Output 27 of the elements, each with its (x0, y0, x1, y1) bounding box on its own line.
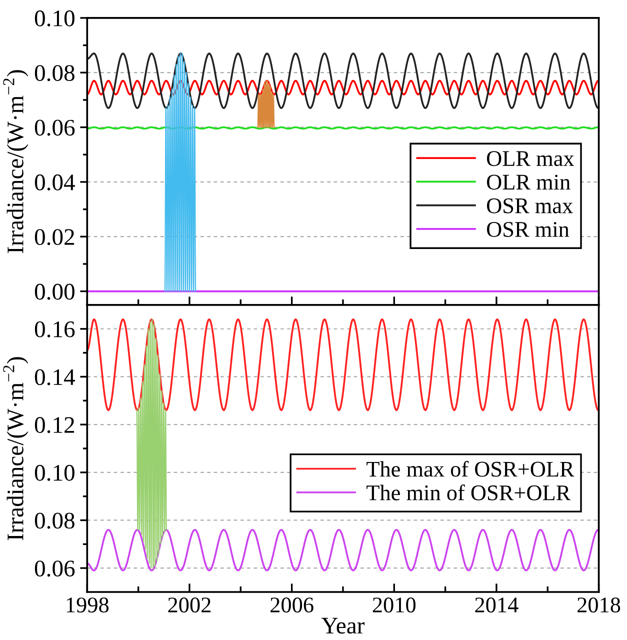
x-tick-label: 2002 (168, 598, 210, 612)
x-axis-title: Year (321, 618, 365, 634)
y-tick-label: 0.02 (34, 229, 74, 246)
y-axis-title: Irradiance/(W·m$^{−2}$) (3, 357, 28, 540)
x-tick-label: 2010 (372, 598, 416, 612)
x-tick-label: 2014 (475, 598, 518, 612)
y-tick-label: 0.12 (34, 417, 74, 434)
y-tick-label: 0.00 (34, 284, 74, 300)
y-tick-label: 0.06 (34, 120, 75, 136)
y-tick-label: 0.04 (34, 174, 75, 190)
x-tick-label: 2018 (578, 598, 620, 612)
y-tick-label: 0.16 (34, 321, 75, 338)
legend-label: OLR max (486, 151, 574, 166)
legend-label: OLR min (486, 174, 570, 190)
y-tick-label: 0.08 (34, 65, 74, 82)
legend-label: OSR max (486, 198, 573, 214)
legend-label: OSR min (486, 222, 570, 237)
y-axis-title: Irradiance/(W·m$^{−2}$) (3, 70, 28, 254)
y-tick-label: 0.08 (34, 512, 74, 529)
legend-label: The max of OSR+OLR (366, 460, 574, 477)
y-tick-label: 0.10 (34, 10, 74, 26)
x-tick-label: 2006 (270, 598, 314, 612)
x-tick-label: 1998 (66, 598, 109, 612)
y-tick-label: 0.10 (34, 464, 74, 481)
y-tick-label: 0.14 (34, 369, 75, 386)
legend-label: The min of OSR+OLR (366, 484, 571, 500)
y-tick-label: 0.06 (34, 560, 75, 577)
